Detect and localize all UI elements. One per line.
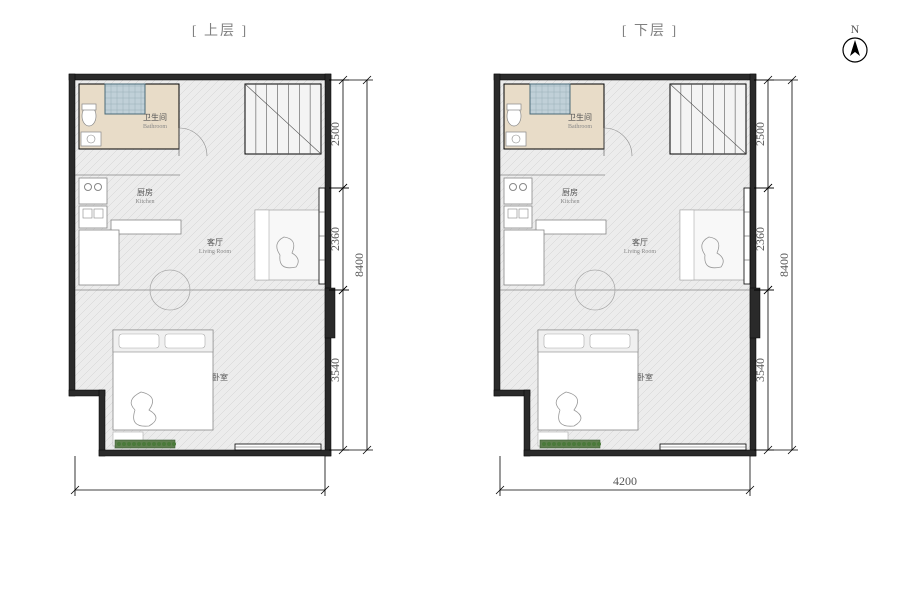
svg-text:8400: 8400 bbox=[777, 253, 791, 277]
svg-text:卧室: 卧室 bbox=[212, 372, 228, 382]
floor-lower: 卫生间 Bathroom 厨房 Kitchen 客厅 Living Room 卧室 2500 2… bbox=[494, 74, 798, 496]
svg-text:3540: 3540 bbox=[753, 358, 767, 382]
svg-text:Kitchen: Kitchen bbox=[561, 199, 580, 205]
svg-text:卫生间: 卫生间 bbox=[143, 112, 167, 122]
svg-text:3540: 3540 bbox=[328, 358, 342, 382]
svg-text:2360: 2360 bbox=[753, 227, 767, 251]
svg-text:4200: 4200 bbox=[613, 474, 637, 488]
floor-upper: 卫生间 Bathroom 厨房 Kitchen 客厅 Living Room 卧室 2500 2… bbox=[69, 74, 373, 496]
svg-text:2500: 2500 bbox=[328, 122, 342, 146]
svg-text:客厅: 客厅 bbox=[632, 237, 648, 247]
svg-text:Living Room: Living Room bbox=[624, 249, 657, 255]
svg-text:N: N bbox=[851, 22, 860, 36]
svg-text:[ 上层 ]: [ 上层 ] bbox=[192, 23, 248, 39]
svg-text:卧室: 卧室 bbox=[637, 372, 653, 382]
floorplan-canvas: N 卫生间 Bathroom 厨房 Kitchen 客厅 Living Room 卧室 2500… bbox=[0, 0, 900, 600]
svg-text:[ 下层 ]: [ 下层 ] bbox=[622, 24, 678, 39]
svg-text:卫生间: 卫生间 bbox=[568, 112, 592, 122]
svg-text:Living Room: Living Room bbox=[199, 249, 232, 255]
svg-text:Bathroom: Bathroom bbox=[568, 124, 592, 130]
svg-text:8400: 8400 bbox=[352, 253, 366, 277]
svg-text:厨房: 厨房 bbox=[562, 187, 578, 197]
svg-text:2500: 2500 bbox=[753, 122, 767, 146]
svg-text:Kitchen: Kitchen bbox=[136, 199, 155, 205]
svg-text:2360: 2360 bbox=[328, 227, 342, 251]
svg-text:厨房: 厨房 bbox=[137, 187, 153, 197]
svg-text:客厅: 客厅 bbox=[207, 237, 223, 247]
svg-text:Bathroom: Bathroom bbox=[143, 124, 167, 130]
